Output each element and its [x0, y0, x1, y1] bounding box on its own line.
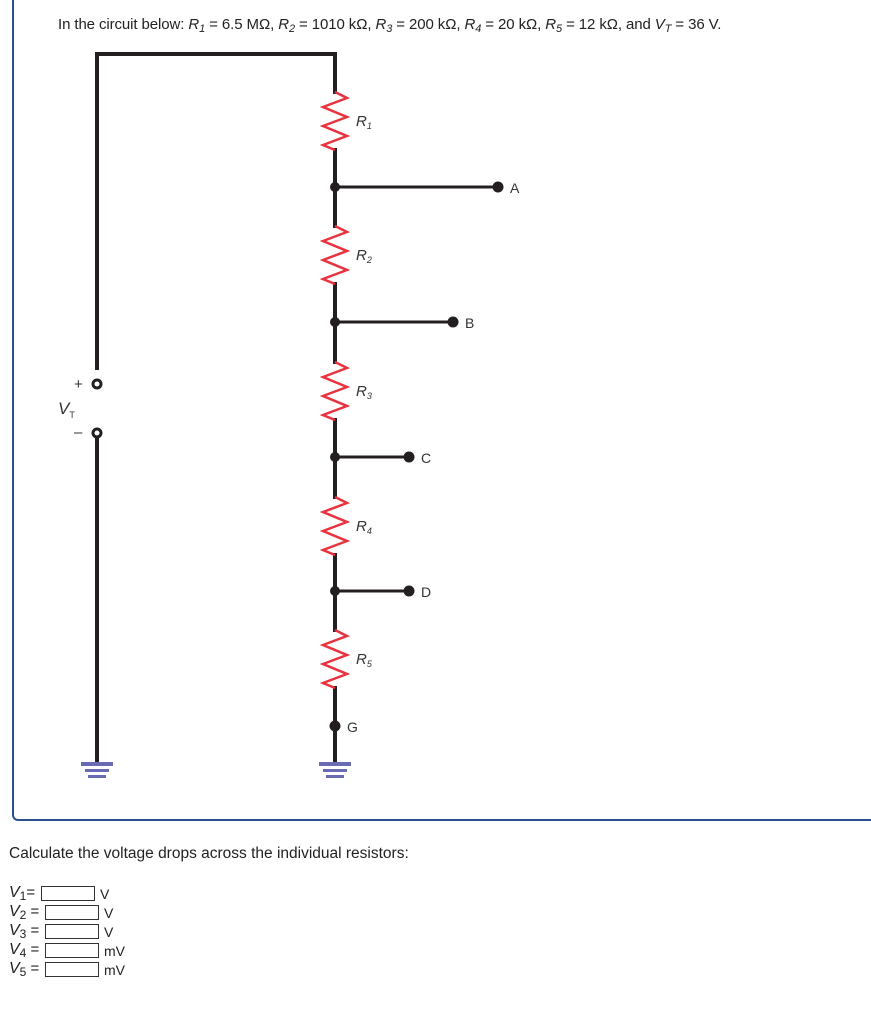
- circuit-diagram: R1 R2 R3 R4 R5 A B C D G + – VT: [58, 52, 520, 778]
- label-r4: R4: [356, 518, 372, 536]
- r2-symbol: R2: [278, 16, 295, 35]
- v1-label: V1=: [9, 884, 36, 903]
- r4-symbol: R4: [464, 16, 482, 35]
- label-r2: R2: [356, 247, 372, 265]
- answer-row-v2: V2 = V: [9, 903, 125, 922]
- resistor-r3-icon: [319, 360, 351, 422]
- label-source-plus: +: [74, 376, 83, 393]
- v5-input[interactable]: [45, 962, 99, 977]
- junction-dot-d: [330, 586, 340, 596]
- ground-left-icon: [81, 762, 113, 778]
- junction-dot-c: [330, 452, 340, 462]
- v3-input[interactable]: [45, 924, 99, 939]
- label-r3: R3: [356, 383, 372, 401]
- label-source-minus: –: [74, 424, 83, 441]
- vt-value: = 36 V.: [671, 16, 722, 33]
- v1-unit: V: [100, 885, 110, 902]
- v2-input[interactable]: [45, 905, 99, 920]
- r3-value: = 200 kΩ,: [392, 16, 465, 33]
- resistor-r5-icon: [319, 628, 351, 690]
- r4-value: = 20 kΩ,: [481, 16, 546, 33]
- label-r5: R5: [356, 651, 373, 669]
- v4-label: V4 =: [9, 941, 40, 960]
- r3-symbol: R3: [375, 16, 393, 35]
- label-node-c: C: [421, 450, 431, 466]
- resistor-r1-icon: [319, 90, 351, 152]
- r2-value: = 1010 kΩ,: [294, 16, 376, 33]
- answer-section: V1= V V2 = V V3 = V V4 = mV V5 = mV: [9, 884, 125, 979]
- r1-value: = 6.5 MΩ,: [205, 16, 279, 33]
- node-g-dot: [329, 720, 341, 732]
- question-prompt: Calculate the voltage drops across the i…: [9, 845, 409, 862]
- label-node-d: D: [421, 584, 431, 600]
- source-minus-terminal: [91, 427, 103, 439]
- label-node-a: A: [510, 180, 520, 196]
- v2-label: V2 =: [9, 903, 40, 922]
- resistor-r4-icon: [319, 495, 351, 557]
- label-r1: R1: [356, 113, 372, 131]
- v3-label: V3 =: [9, 922, 40, 941]
- v5-unit: mV: [104, 961, 125, 978]
- v4-input[interactable]: [45, 943, 99, 958]
- answer-row-v4: V4 = mV: [9, 941, 125, 960]
- junction-dot-b: [330, 317, 340, 327]
- r5-symbol: R5: [545, 16, 562, 35]
- v4-unit: mV: [104, 942, 125, 959]
- top-wire: [95, 52, 337, 370]
- junction-dot-a: [330, 182, 340, 192]
- problem-intro: In the circuit below:: [58, 16, 189, 33]
- resistor-r2-icon: [319, 224, 351, 286]
- label-source-vt: VT: [58, 399, 75, 420]
- answer-row-v3: V3 = V: [9, 922, 125, 941]
- v5-label: V5 =: [9, 960, 40, 979]
- v3-unit: V: [104, 923, 114, 940]
- answer-row-v5: V5 = mV: [9, 960, 125, 979]
- ground-right-icon: [319, 762, 351, 778]
- problem-statement: In the circuit below: R1 = 6.5 MΩ, R2 = …: [58, 16, 721, 35]
- node-c-dot: [403, 451, 415, 463]
- r1-symbol: R1: [188, 16, 206, 35]
- vt-symbol: VT: [654, 16, 672, 35]
- label-node-b: B: [465, 315, 474, 331]
- r5-value: = 12 kΩ, and: [562, 16, 655, 33]
- node-b-dot: [447, 316, 459, 328]
- question-card: [12, 0, 871, 821]
- node-d-dot: [403, 585, 415, 597]
- source-plus-terminal: [91, 378, 103, 390]
- label-node-g: G: [347, 719, 358, 735]
- answer-row-v1: V1= V: [9, 884, 125, 903]
- node-a-dot: [492, 181, 504, 193]
- v2-unit: V: [104, 904, 114, 921]
- v1-input[interactable]: [41, 886, 95, 901]
